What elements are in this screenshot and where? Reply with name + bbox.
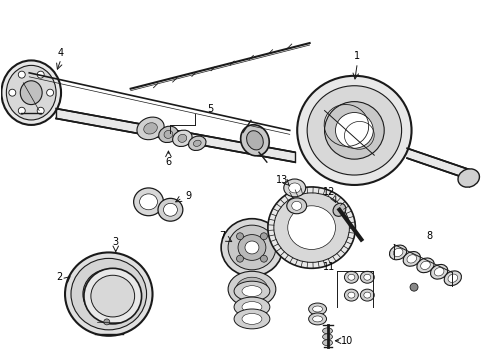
Ellipse shape [158, 198, 183, 221]
Ellipse shape [444, 271, 462, 285]
Ellipse shape [245, 241, 259, 254]
Ellipse shape [164, 130, 173, 138]
Ellipse shape [268, 187, 355, 268]
Ellipse shape [289, 183, 301, 193]
Ellipse shape [18, 71, 25, 78]
Text: 1: 1 [354, 51, 361, 61]
Ellipse shape [246, 131, 263, 150]
Ellipse shape [333, 203, 346, 216]
Ellipse shape [322, 328, 333, 334]
Ellipse shape [91, 275, 135, 317]
Ellipse shape [178, 134, 187, 142]
Ellipse shape [1, 60, 61, 125]
Ellipse shape [287, 198, 307, 214]
Ellipse shape [159, 126, 178, 143]
Ellipse shape [84, 268, 142, 324]
Ellipse shape [234, 309, 270, 329]
Ellipse shape [18, 107, 25, 114]
Text: 10: 10 [342, 336, 354, 346]
Text: 12: 12 [323, 187, 336, 197]
Ellipse shape [140, 194, 157, 210]
Ellipse shape [344, 289, 358, 301]
Text: 7: 7 [219, 230, 225, 240]
Ellipse shape [403, 252, 420, 266]
Text: 8: 8 [426, 230, 432, 240]
Ellipse shape [137, 117, 164, 140]
Ellipse shape [344, 271, 358, 283]
Ellipse shape [431, 265, 448, 279]
Ellipse shape [410, 283, 418, 291]
Ellipse shape [393, 248, 403, 257]
Ellipse shape [448, 274, 458, 282]
Ellipse shape [194, 140, 201, 147]
Ellipse shape [237, 233, 244, 240]
Ellipse shape [241, 125, 269, 156]
Ellipse shape [238, 235, 266, 260]
Ellipse shape [37, 107, 44, 114]
Ellipse shape [297, 76, 412, 185]
Ellipse shape [390, 245, 407, 260]
Ellipse shape [284, 179, 306, 197]
Ellipse shape [348, 274, 355, 280]
Ellipse shape [6, 66, 56, 120]
Text: 5: 5 [207, 104, 213, 113]
Ellipse shape [242, 314, 262, 324]
Ellipse shape [104, 319, 110, 325]
Polygon shape [407, 148, 477, 182]
Ellipse shape [144, 123, 157, 134]
Ellipse shape [292, 201, 302, 210]
Text: 2: 2 [56, 272, 62, 282]
Text: 4: 4 [58, 48, 64, 58]
Ellipse shape [336, 113, 373, 148]
Ellipse shape [134, 188, 164, 216]
Ellipse shape [65, 252, 152, 336]
Text: 9: 9 [185, 191, 192, 201]
Ellipse shape [47, 89, 53, 96]
Text: 13: 13 [276, 175, 288, 185]
Ellipse shape [458, 169, 479, 187]
Text: 3: 3 [113, 237, 119, 247]
Ellipse shape [434, 267, 444, 276]
Ellipse shape [407, 255, 416, 263]
Ellipse shape [20, 81, 42, 105]
Ellipse shape [234, 297, 270, 317]
Ellipse shape [242, 302, 262, 312]
Ellipse shape [417, 258, 434, 273]
Text: 6: 6 [165, 157, 172, 167]
Ellipse shape [221, 219, 283, 276]
Ellipse shape [37, 71, 44, 78]
Ellipse shape [228, 271, 276, 307]
Ellipse shape [164, 203, 177, 216]
Ellipse shape [307, 86, 402, 175]
Ellipse shape [364, 292, 371, 298]
Ellipse shape [360, 271, 374, 283]
Ellipse shape [348, 292, 355, 298]
Ellipse shape [172, 130, 192, 147]
Ellipse shape [309, 313, 326, 325]
Ellipse shape [309, 303, 326, 315]
Ellipse shape [313, 306, 322, 312]
Ellipse shape [71, 258, 147, 330]
Ellipse shape [324, 102, 384, 159]
Ellipse shape [420, 261, 430, 270]
Ellipse shape [322, 340, 333, 346]
Ellipse shape [242, 286, 262, 297]
Polygon shape [56, 109, 294, 162]
Ellipse shape [288, 206, 336, 249]
Ellipse shape [313, 316, 322, 322]
Ellipse shape [228, 225, 276, 270]
Ellipse shape [322, 334, 333, 340]
Ellipse shape [237, 255, 244, 262]
Ellipse shape [364, 274, 371, 280]
Ellipse shape [260, 233, 268, 240]
Ellipse shape [236, 277, 268, 301]
Ellipse shape [234, 281, 270, 301]
Ellipse shape [360, 289, 374, 301]
Ellipse shape [9, 89, 16, 96]
Text: 11: 11 [323, 262, 336, 272]
Ellipse shape [260, 255, 268, 262]
Ellipse shape [274, 193, 349, 262]
Ellipse shape [83, 269, 135, 319]
Ellipse shape [189, 136, 206, 150]
